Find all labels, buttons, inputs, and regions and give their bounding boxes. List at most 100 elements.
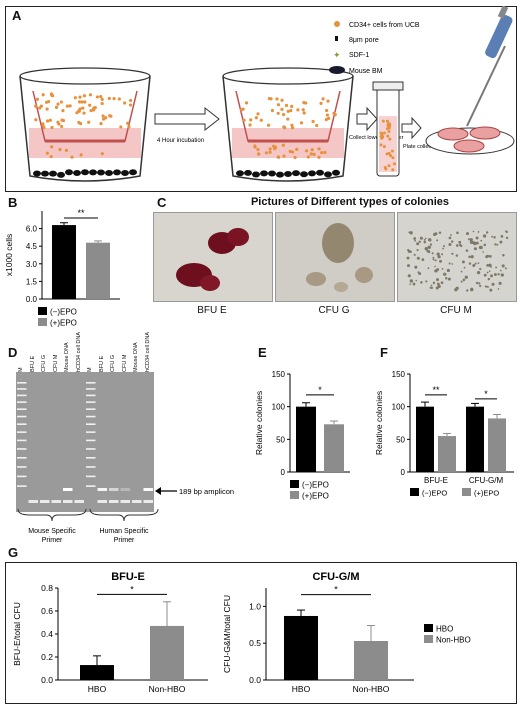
gel-lane-label: Mouse DNA <box>64 342 70 372</box>
collection-tube <box>372 81 404 177</box>
panel-g-frame <box>5 562 517 704</box>
y-tick-label: 0.6 <box>41 606 53 616</box>
panel-letter-e: E <box>258 345 267 360</box>
photo-bfu-e <box>153 212 273 302</box>
significance-mark: * <box>318 385 322 395</box>
primer-band <box>51 500 61 503</box>
step3-label: Plate collected cells <box>403 144 452 150</box>
transwell-2 <box>222 67 354 182</box>
amplicon-label: 189 bp amplicon <box>179 487 234 496</box>
y-tick-label: 0.5 <box>249 638 261 648</box>
y-tick-label: 0.8 <box>41 583 53 593</box>
primer-band <box>28 500 38 503</box>
panel-letter-c: C <box>157 195 167 210</box>
significance-mark: * <box>484 389 488 399</box>
ladder-band <box>86 401 96 403</box>
gel-lane-label: M <box>87 367 93 372</box>
y-tick-label: 4.5 <box>26 242 38 251</box>
panel-c-title: Pictures of Different types of colonies <box>250 196 450 208</box>
panel-letter-d: D <box>8 345 18 360</box>
panel-letter-f: F <box>380 345 388 360</box>
chart-title: BFU-E <box>111 571 145 583</box>
y-tick-label: 0 <box>281 468 286 477</box>
arrow-collect <box>356 106 378 132</box>
amplicon-band <box>97 488 107 491</box>
panel-letter-b: B <box>8 195 18 210</box>
y-tick-label: 1.0 <box>249 601 261 611</box>
legend-label: (−)EPO <box>302 481 329 490</box>
label-cfu-g: CFU G <box>318 305 350 316</box>
gel-lane-label: BFU E <box>29 355 36 372</box>
bar <box>296 406 316 472</box>
primer-band <box>120 500 130 503</box>
amplicon-band <box>143 488 153 491</box>
ladder-band <box>86 431 96 433</box>
x-tick-label: Non-HBO <box>353 684 390 694</box>
ladder-band <box>86 415 96 418</box>
gel-lane-label: CFU G <box>41 354 47 372</box>
legend-swatch <box>410 488 419 496</box>
y-axis-label: Relative colonies <box>254 391 264 455</box>
ladder-band <box>86 408 96 410</box>
label-cfu-m: CFU M <box>440 305 472 316</box>
legend-label: (+)EPO <box>50 319 77 328</box>
ladder-band <box>86 466 96 468</box>
gel-lane-label: BFU E <box>98 355 105 372</box>
primer-band <box>74 500 84 503</box>
group-mouse-line2: Primer <box>42 537 63 544</box>
group-human-line1: Human Specific <box>99 528 149 535</box>
ladder-band <box>17 382 27 384</box>
ladder-band <box>86 475 96 478</box>
chart-g2: 0.0 0.5 1.0 CFU-G&M/total CFU CFU-G/M HBO Non-… <box>222 571 414 694</box>
y-tick-label: 0.0 <box>26 295 38 304</box>
ladder-band <box>86 457 96 459</box>
chart-f: 0 50 100 150 Relative colonies ** BFU-E * CFU-G/… <box>374 370 514 498</box>
primer-band <box>109 500 119 503</box>
bar <box>80 665 114 680</box>
x-tick-label: HBO <box>292 684 311 694</box>
bar <box>488 418 506 472</box>
ladder-band <box>17 394 27 397</box>
gel-lane-label: hCD34 cell DNA <box>75 331 82 372</box>
transwell-1 <box>19 67 151 182</box>
y-tick-label: 6.0 <box>26 225 38 234</box>
ladder-band <box>86 423 96 425</box>
bar <box>466 406 484 472</box>
ladder-band <box>17 448 27 450</box>
panel-a-schematic: 4 Hour incubation Collect lower chamber … <box>19 6 515 182</box>
ladder-band <box>17 457 27 459</box>
gel-annotations: Mouse Specific Primer Human Specific Pri… <box>17 508 159 544</box>
gel-lane-label: CFU M <box>121 354 128 372</box>
ladder-band <box>86 394 96 397</box>
legend-cd34: CD34+ cells from UCB <box>349 22 420 29</box>
bar <box>416 406 434 472</box>
bar <box>284 615 318 680</box>
chart-e: 0 50 100 150 Relative colonies * (−)EPO (+)EPO <box>254 370 350 501</box>
bar <box>438 436 456 472</box>
y-axis-label: BFU-E/total CFU <box>12 602 22 666</box>
y-tick-label: 0.0 <box>41 675 53 685</box>
gel-image <box>16 372 154 512</box>
legend-label: (+)EPO <box>474 489 499 498</box>
panel-a-legend: CD34+ cells from UCB 8μm pore ✦ SDF-1 Mo… <box>329 21 420 75</box>
y-tick-label: 0.0 <box>249 675 261 685</box>
bar <box>354 640 388 680</box>
x-tick-label: Non-HBO <box>149 684 186 694</box>
ladder-band <box>17 466 27 468</box>
panel-a-frame <box>5 6 517 192</box>
ladder-band <box>17 485 27 487</box>
panel-letter-a: A <box>12 8 22 23</box>
pipette-icon <box>466 6 513 127</box>
primer-band <box>40 500 50 503</box>
svg-text:✦: ✦ <box>333 50 341 60</box>
y-tick-label: 50 <box>276 435 285 444</box>
gel-lane-label: CFU G <box>110 354 116 372</box>
legend-label: (−)EPO <box>50 308 77 317</box>
x-tick-label: BFU-E <box>424 476 448 485</box>
legend-label: (+)EPO <box>302 492 329 501</box>
bar <box>52 225 76 299</box>
legend-swatch <box>462 488 471 496</box>
ladder-band <box>17 431 27 433</box>
bar <box>86 242 110 299</box>
ladder-band <box>17 408 27 410</box>
